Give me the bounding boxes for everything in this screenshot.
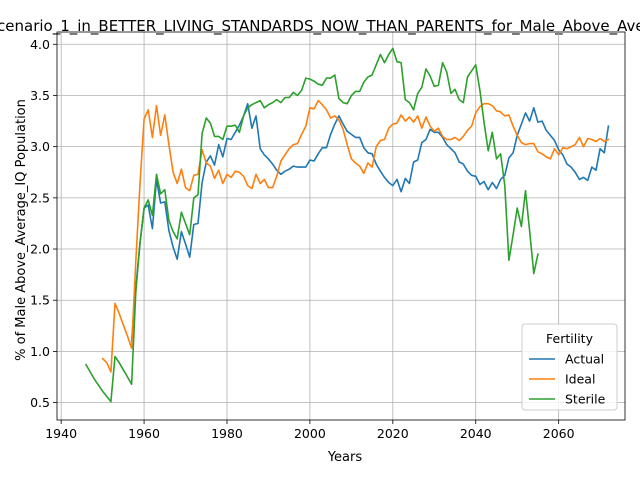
y-tick-label: 2.5 [30,190,50,205]
series-line-actual [130,102,610,343]
x-tick-label: 1960 [128,426,160,441]
y-axis-label: % of Male Above_Average_IQ Population [14,99,29,361]
x-tick-label: 2060 [543,426,575,441]
legend-label-sterile: Sterile [565,392,606,407]
x-tick-label: 2040 [460,426,492,441]
y-tick-label: 1.5 [30,293,50,308]
y-tick-label: 3.0 [30,139,50,154]
y-tick-label: 2.0 [30,242,50,257]
legend-label-ideal: Ideal [565,372,595,387]
y-axis-ticks: 0.5 1.0 1.5 2.0 2.5 3.0 3.5 4.0 [30,37,57,410]
x-tick-label: 1980 [211,426,243,441]
legend-label-actual: Actual [565,352,604,367]
x-tick-label: 2000 [294,426,326,441]
x-tick-label: 1940 [45,426,77,441]
y-tick-label: 3.5 [30,88,50,103]
plot-frame [56,31,626,421]
legend-title: Fertility [546,331,594,346]
series-lines [84,47,610,403]
legend-items: Actual Ideal Sterile [529,352,606,407]
x-axis-ticks: 1940 1960 1980 2000 2020 2040 2060 [45,420,575,441]
y-tick-label: 4.0 [30,37,50,52]
y-tick-label: 1.0 [30,344,50,359]
chart-title: Scenario_1_in_BETTER_LIVING_STANDARDS_NO… [0,17,640,36]
grid [57,32,625,420]
legend-box [521,323,618,411]
series-line-sterile [84,47,539,403]
y-tick-label: 0.5 [30,395,50,410]
x-tick-label: 2020 [377,426,409,441]
x-axis-label: Years [327,450,363,465]
series-line-ideal [101,99,610,373]
legend: Fertility Actual Ideal Sterile [521,323,618,411]
